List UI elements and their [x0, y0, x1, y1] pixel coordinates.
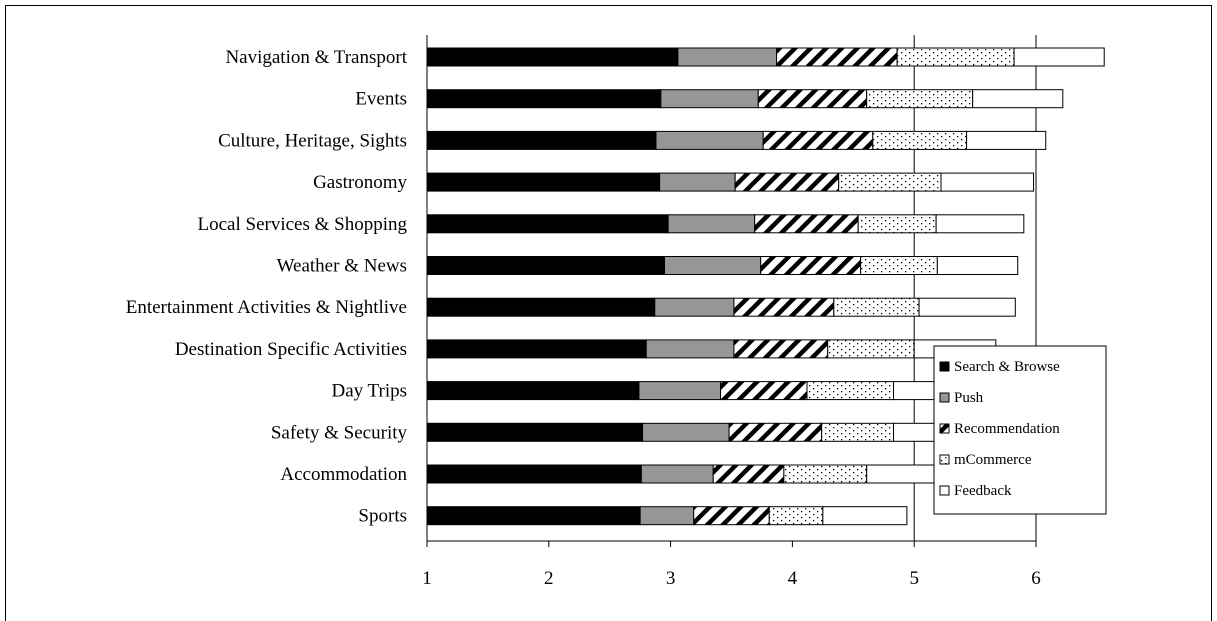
bar-search-and-browse-local-services-and-shopping: [426, 214, 669, 234]
category-label: Navigation & Transport: [225, 47, 407, 68]
tick-labels: 1 2 3 4 5 6: [422, 568, 1041, 589]
bar-push-safety-and-security: [642, 422, 730, 442]
bar-push-gastronomy: [659, 172, 736, 192]
bar-mcommerce-weather-and-news: [860, 256, 938, 275]
bar-push-weather-and-news: [664, 256, 762, 275]
legend-label-mcommerce: mCommerce: [954, 452, 1032, 468]
legend-label-search-and-browse: Search & Browse: [954, 359, 1060, 375]
bar-search-and-browse-safety-and-security: [426, 422, 644, 442]
bar-mcommerce-destination-specific-activities: [827, 339, 915, 359]
bar-search-and-browse-navigation-and-transport: [426, 47, 679, 67]
bar-mcommerce-safety-and-security: [821, 422, 894, 442]
bar-feedback-culture-heritage-sights: [966, 130, 1047, 150]
legend-swatch-mcommerce: [939, 454, 950, 465]
category-label: Local Services & Shopping: [198, 214, 408, 235]
legend-box: [933, 345, 1107, 515]
bar-feedback-sports: [822, 506, 908, 526]
x-tick-label: 4: [788, 568, 798, 589]
bar-search-and-browse-entertainment-activities-and-nightlive: [426, 297, 656, 317]
bar-recommendation-gastronomy: [734, 172, 840, 192]
bar-search-and-browse-weather-and-news: [426, 256, 666, 275]
bar-push-culture-heritage-sights: [655, 130, 764, 150]
bar-mcommerce-culture-heritage-sights: [872, 130, 968, 150]
bar-feedback-entertainment-activities-and-nightlive: [918, 297, 1016, 317]
bar-recommendation-accommodation: [712, 464, 785, 484]
category-labels: Navigation & Transport Events Culture, Her…: [126, 47, 408, 527]
x-tick-label: 6: [1031, 568, 1041, 589]
legend-swatch-search-and-browse: [939, 361, 950, 372]
bar-search-and-browse-day-trips: [426, 381, 640, 401]
bar-recommendation-entertainment-activities-and-nightlive: [733, 297, 835, 317]
legend: Search & Browse Push Recommendation mCommer…: [933, 345, 1107, 515]
x-tick-label: 1: [422, 568, 432, 589]
bar-push-accommodation: [640, 464, 714, 484]
bar-feedback-accommodation: [866, 464, 943, 484]
legend-label-push: Push: [954, 390, 984, 406]
category-label: Sports: [358, 506, 407, 527]
bar-mcommerce-events: [866, 89, 974, 109]
bar-mcommerce-sports: [768, 506, 824, 526]
bar-mcommerce-navigation-and-transport: [896, 47, 1015, 67]
bar-search-and-browse-destination-specific-activities: [426, 339, 647, 359]
bar-recommendation-day-trips: [720, 381, 808, 401]
bar-feedback-local-services-and-shopping: [935, 214, 1025, 234]
category-label: Destination Specific Activities: [175, 339, 407, 360]
x-tick-label: 3: [666, 568, 676, 589]
bar-push-navigation-and-transport: [677, 47, 778, 67]
bar-mcommerce-accommodation: [783, 464, 868, 484]
bar-recommendation-sports: [693, 506, 770, 526]
bar-feedback-events: [972, 89, 1064, 109]
bar-recommendation-destination-specific-activities: [733, 339, 829, 359]
bar-search-and-browse-accommodation: [426, 464, 642, 484]
legend-label-feedback: Feedback: [954, 483, 1012, 499]
category-label: Day Trips: [332, 381, 408, 402]
bar-recommendation-local-services-and-shopping: [754, 214, 859, 234]
bar-search-and-browse-sports: [426, 506, 641, 526]
category-label: Gastronomy: [313, 172, 407, 193]
category-label: Events: [355, 89, 407, 110]
bar-feedback-navigation-and-transport: [1013, 47, 1105, 67]
x-tick-label: 5: [909, 568, 919, 589]
bar-recommendation-weather-and-news: [760, 256, 862, 275]
bar-feedback-weather-and-news: [936, 256, 1019, 275]
category-label: Entertainment Activities & Nightlive: [126, 297, 407, 318]
legend-swatch-recommendation: [939, 423, 950, 434]
category-label: Safety & Security: [271, 422, 408, 443]
category-label: Weather & News: [277, 256, 407, 277]
bar-recommendation-culture-heritage-sights: [762, 130, 874, 150]
bar-search-and-browse-events: [426, 89, 662, 109]
bar-mcommerce-gastronomy: [838, 172, 942, 192]
bar-mcommerce-entertainment-activities-and-nightlive: [833, 297, 920, 317]
bar-push-day-trips: [638, 381, 722, 401]
bar-recommendation-safety-and-security: [728, 422, 823, 442]
bar-push-entertainment-activities-and-nightlive: [654, 297, 735, 317]
legend-label-recommendation: Recommendation: [954, 421, 1060, 437]
category-label: Culture, Heritage, Sights: [218, 130, 407, 151]
legend-swatch-push: [939, 392, 950, 403]
bar-search-and-browse-culture-heritage-sights: [426, 130, 657, 150]
bar-push-events: [660, 89, 759, 109]
bar-recommendation-navigation-and-transport: [776, 47, 898, 67]
bar-search-and-browse-gastronomy: [426, 172, 661, 192]
legend-swatch-feedback: [939, 485, 950, 496]
category-label: Accommodation: [280, 464, 407, 485]
bar-mcommerce-day-trips: [806, 381, 894, 401]
bar-push-local-services-and-shopping: [667, 214, 756, 234]
chart-border: [5, 5, 1212, 621]
bar-feedback-gastronomy: [940, 172, 1035, 192]
x-tick-label: 2: [544, 568, 554, 589]
bar-push-destination-specific-activities: [645, 339, 735, 359]
axes: [426, 35, 1037, 547]
bar-mcommerce-local-services-and-shopping: [857, 214, 937, 234]
bar-recommendation-events: [757, 89, 868, 109]
bar-push-sports: [639, 506, 695, 526]
